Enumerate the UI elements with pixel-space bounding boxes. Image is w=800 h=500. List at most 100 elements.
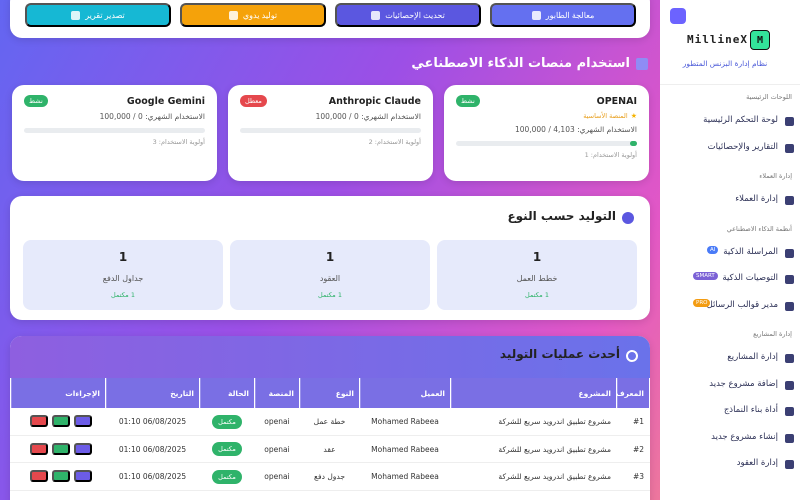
table-cell: 06/08/2025 01:10 (118, 444, 187, 454)
card-icon (622, 212, 634, 224)
table-cell: جدول دفع (314, 472, 345, 482)
type-stat: 1 خطط العمل 1 مكتمل (437, 240, 637, 310)
card-icon (626, 350, 638, 362)
table-header-cell: المشروع (451, 378, 616, 408)
nav-item[interactable]: إدارة العقود (660, 456, 800, 478)
table-cell: مشروع تطبيق اندرويد سريع للشركة (498, 444, 611, 454)
toolbar-button[interactable]: تحديث الإحصائيات (335, 3, 481, 27)
table-cell: Mohamed Rabeea (371, 472, 439, 482)
nav-label: إدارة العملاء (735, 194, 778, 204)
usage-limit: 100,000 (514, 125, 546, 134)
star-icon: ★ (630, 112, 637, 120)
stat-label: العقود (319, 274, 341, 283)
platform-name: Anthropic Claude (328, 95, 421, 107)
nav-item[interactable]: إدارة العملاء (660, 192, 800, 214)
button-icon (71, 10, 81, 20)
nav-item[interactable]: التوصيات الذكية SMART (660, 271, 800, 293)
nav-item[interactable]: أداة بناء النماذج (660, 403, 800, 425)
brand: MillineX (687, 33, 748, 46)
table-cell: خطة عمل (313, 417, 346, 427)
recent-header (10, 336, 650, 378)
action-button[interactable] (52, 470, 70, 482)
table-cell: #3 (632, 472, 644, 482)
action-button[interactable] (30, 415, 48, 427)
usage-separator: / (133, 112, 136, 121)
stat-count: 1 (532, 250, 542, 264)
nav-item[interactable]: إدارة المشاريع (660, 350, 800, 372)
status-badge: مكتمل (212, 469, 242, 484)
usage-track (24, 128, 205, 133)
platform-name: OPENAI (596, 95, 637, 107)
nav-label: أداة بناء النماذج (723, 405, 778, 415)
nav-icon (785, 433, 794, 443)
button-label: معالجة الطابور (545, 10, 595, 20)
nav-label: لوحة التحكم الرئيسية (703, 115, 778, 125)
toolbar-button[interactable]: معالجة الطابور (490, 3, 636, 27)
table-cell: مشروع تطبيق اندرويد سريع للشركة (498, 472, 611, 482)
nav-item[interactable]: لوحة التحكم الرئيسية (660, 113, 800, 135)
table-header-cell: المنصة (255, 378, 299, 408)
section-title: اللوحات الرئيسية (746, 93, 792, 101)
usage-limit: 100,000 (99, 112, 131, 121)
usage-used: 0 (137, 112, 143, 121)
button-icon (228, 10, 238, 20)
button-label: تحديث الإحصائيات (385, 10, 445, 20)
action-button[interactable] (52, 415, 70, 427)
nav-icon (785, 301, 794, 311)
section-title: أنظمة الذكاء الاصطناعي (726, 224, 792, 233)
nav-icon (785, 143, 794, 153)
nav-item[interactable]: إضافة مشروع جديد (660, 377, 800, 399)
nav-label: التوصيات الذكية (722, 273, 778, 283)
priority: أولوية الاستخدام: 3 (152, 138, 205, 146)
table-cell: عقد (323, 444, 336, 454)
toolbar-button[interactable]: تصدير تقرير (25, 3, 171, 27)
table-cell: 06/08/2025 01:10 (118, 417, 187, 427)
action-button[interactable] (30, 442, 48, 455)
table-row (10, 463, 650, 491)
stat-done: 1 مكتمل (318, 291, 342, 299)
button-label: توليد يدوي (242, 10, 278, 20)
status-cell: مكتمل (200, 408, 254, 436)
status-badge: مكتمل (212, 414, 242, 429)
action-button[interactable] (74, 415, 92, 427)
card-title: التوليد حسب النوع (507, 209, 616, 223)
platform-card: Google Gemini نشط الاستخدام الشهري: 0 / 10… (12, 85, 217, 181)
nav-label: إدارة العقود (736, 458, 778, 468)
table-header-cell: الإجراءات (11, 378, 105, 408)
section-title: إدارة المشاريع (753, 330, 792, 338)
section-icon (636, 58, 648, 70)
card-header: OPENAI نشط (456, 95, 637, 107)
toolbar-button[interactable]: توليد يدوي (180, 3, 326, 27)
table-cell: #2 (632, 444, 644, 454)
table-cell: مشروع تطبيق اندرويد سريع للشركة (498, 417, 611, 427)
table-header-cell: النوع (300, 378, 359, 408)
priority: أولوية الاستخدام: 2 (368, 138, 421, 146)
actions-cell (30, 415, 100, 427)
status-badge: مكتمل (212, 442, 242, 457)
actions-cell (30, 470, 100, 482)
nav-icon (785, 460, 794, 469)
nav-item[interactable]: التقارير والإحصائيات (660, 140, 800, 162)
section-title: إدارة العملاء (759, 172, 792, 180)
nav-label: إدارة المشاريع (727, 352, 778, 362)
action-button[interactable] (52, 442, 70, 455)
usage-bar (629, 141, 637, 146)
sidebar: M MillineX نظام إدارة البزنس المتطور اللوحا… (660, 0, 800, 500)
menu-toggle[interactable] (670, 8, 686, 24)
action-button[interactable] (30, 470, 48, 482)
action-button[interactable] (74, 470, 92, 482)
status-cell: مكتمل (200, 463, 254, 491)
button-icon (531, 10, 541, 20)
nav-item[interactable]: المراسلة الذكية AI (660, 245, 800, 267)
action-button[interactable] (74, 442, 92, 455)
nav-label: مدير قوالب الرسائل (706, 299, 778, 310)
logo-badge: M (750, 30, 770, 50)
nav-icon (785, 117, 794, 126)
nav-item[interactable]: مدير قوالب الرسائل PRO (660, 298, 800, 320)
stat-label: جداول الدفع (102, 274, 144, 283)
usage-label: الاستخدام الشهري: (577, 125, 637, 134)
nav-item[interactable]: إنشاء مشروع جديد (660, 430, 800, 452)
nav-label: إضافة مشروع جديد (709, 378, 778, 389)
